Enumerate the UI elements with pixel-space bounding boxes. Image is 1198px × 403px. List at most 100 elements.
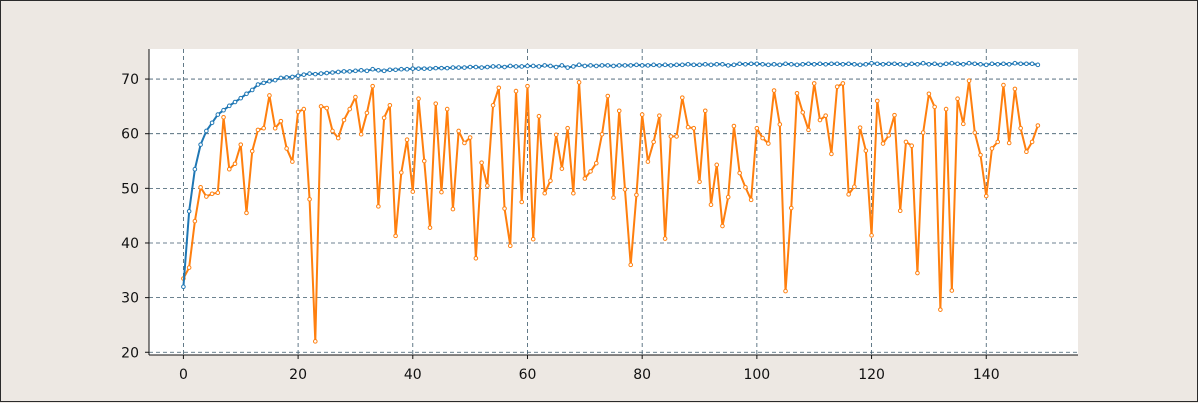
x-tick-label: 100	[743, 367, 770, 383]
data-point	[421, 158, 427, 164]
x-tick-label: 120	[858, 367, 885, 383]
data-point	[737, 61, 742, 67]
data-point	[874, 98, 880, 104]
data-point	[536, 64, 542, 69]
data-point	[444, 65, 450, 71]
data-point	[462, 65, 467, 70]
data-point	[496, 85, 502, 91]
data-point	[376, 204, 381, 209]
data-point	[651, 62, 656, 68]
data-point	[588, 169, 593, 174]
data-point	[674, 62, 679, 68]
data-point	[416, 66, 421, 71]
data-point	[1006, 140, 1012, 146]
data-point	[743, 184, 748, 190]
data-point	[961, 62, 966, 67]
data-point	[995, 62, 1001, 67]
data-point	[485, 183, 490, 188]
data-point	[989, 146, 995, 151]
data-point	[335, 69, 341, 75]
data-point	[548, 178, 553, 183]
data-point	[330, 70, 335, 75]
data-point	[702, 108, 708, 114]
data-point	[972, 130, 978, 135]
data-point	[593, 63, 599, 69]
data-point	[978, 152, 983, 158]
y-tick-label: 70	[121, 72, 139, 88]
data-point	[915, 62, 920, 67]
data-point	[192, 166, 198, 172]
data-point	[897, 62, 903, 67]
data-point	[794, 62, 800, 68]
data-point	[972, 61, 978, 67]
data-point	[238, 95, 244, 101]
data-point	[313, 71, 318, 77]
data-point	[221, 107, 226, 113]
data-point	[892, 112, 897, 118]
data-point	[720, 223, 725, 229]
data-point	[1012, 86, 1018, 92]
x-tick-label: 80	[633, 367, 651, 383]
data-point	[301, 72, 307, 77]
data-point	[456, 128, 461, 134]
data-point	[863, 62, 869, 67]
data-point	[880, 141, 886, 146]
data-point	[943, 106, 949, 112]
data-point	[846, 192, 851, 197]
data-point	[834, 61, 840, 67]
data-point	[542, 190, 547, 196]
data-point	[645, 63, 651, 68]
data-point	[920, 130, 926, 135]
data-point	[731, 123, 737, 129]
data-point	[530, 236, 536, 242]
data-point	[519, 64, 525, 69]
data-point	[989, 61, 995, 67]
x-tick-label: 140	[973, 367, 1000, 383]
data-point	[479, 65, 484, 70]
data-point	[725, 63, 731, 68]
data-point	[777, 122, 783, 127]
data-point	[559, 166, 565, 171]
data-point	[1001, 82, 1006, 88]
data-point	[829, 61, 834, 67]
data-point	[955, 96, 960, 102]
data-point	[926, 91, 932, 97]
data-point	[467, 135, 473, 140]
data-point	[599, 63, 605, 68]
data-point	[295, 73, 301, 79]
data-point	[674, 134, 679, 139]
data-point	[754, 61, 760, 67]
data-point	[324, 105, 330, 111]
data-point	[1018, 61, 1023, 67]
data-point	[823, 62, 828, 67]
data-point	[456, 65, 461, 70]
data-point	[766, 62, 771, 68]
data-point	[748, 197, 754, 203]
data-point	[874, 61, 880, 67]
data-point	[393, 67, 398, 73]
data-point	[565, 65, 570, 70]
data-point	[645, 159, 651, 164]
data-point	[1035, 123, 1041, 128]
data-point	[949, 288, 955, 293]
data-point	[1035, 62, 1041, 68]
data-point	[1018, 125, 1023, 131]
data-point	[450, 206, 456, 212]
data-point	[628, 262, 634, 268]
data-point	[525, 83, 530, 89]
data-point	[204, 194, 209, 199]
data-point	[794, 90, 800, 96]
data-point	[737, 170, 742, 176]
data-point	[983, 62, 989, 68]
data-point	[1029, 61, 1035, 67]
data-point	[605, 93, 611, 99]
data-point	[198, 142, 203, 147]
data-point	[588, 63, 593, 68]
data-point	[1006, 62, 1012, 67]
data-point	[691, 125, 697, 131]
data-point	[668, 134, 674, 139]
data-point	[215, 190, 221, 196]
data-point	[909, 143, 914, 149]
data-point	[496, 64, 502, 69]
